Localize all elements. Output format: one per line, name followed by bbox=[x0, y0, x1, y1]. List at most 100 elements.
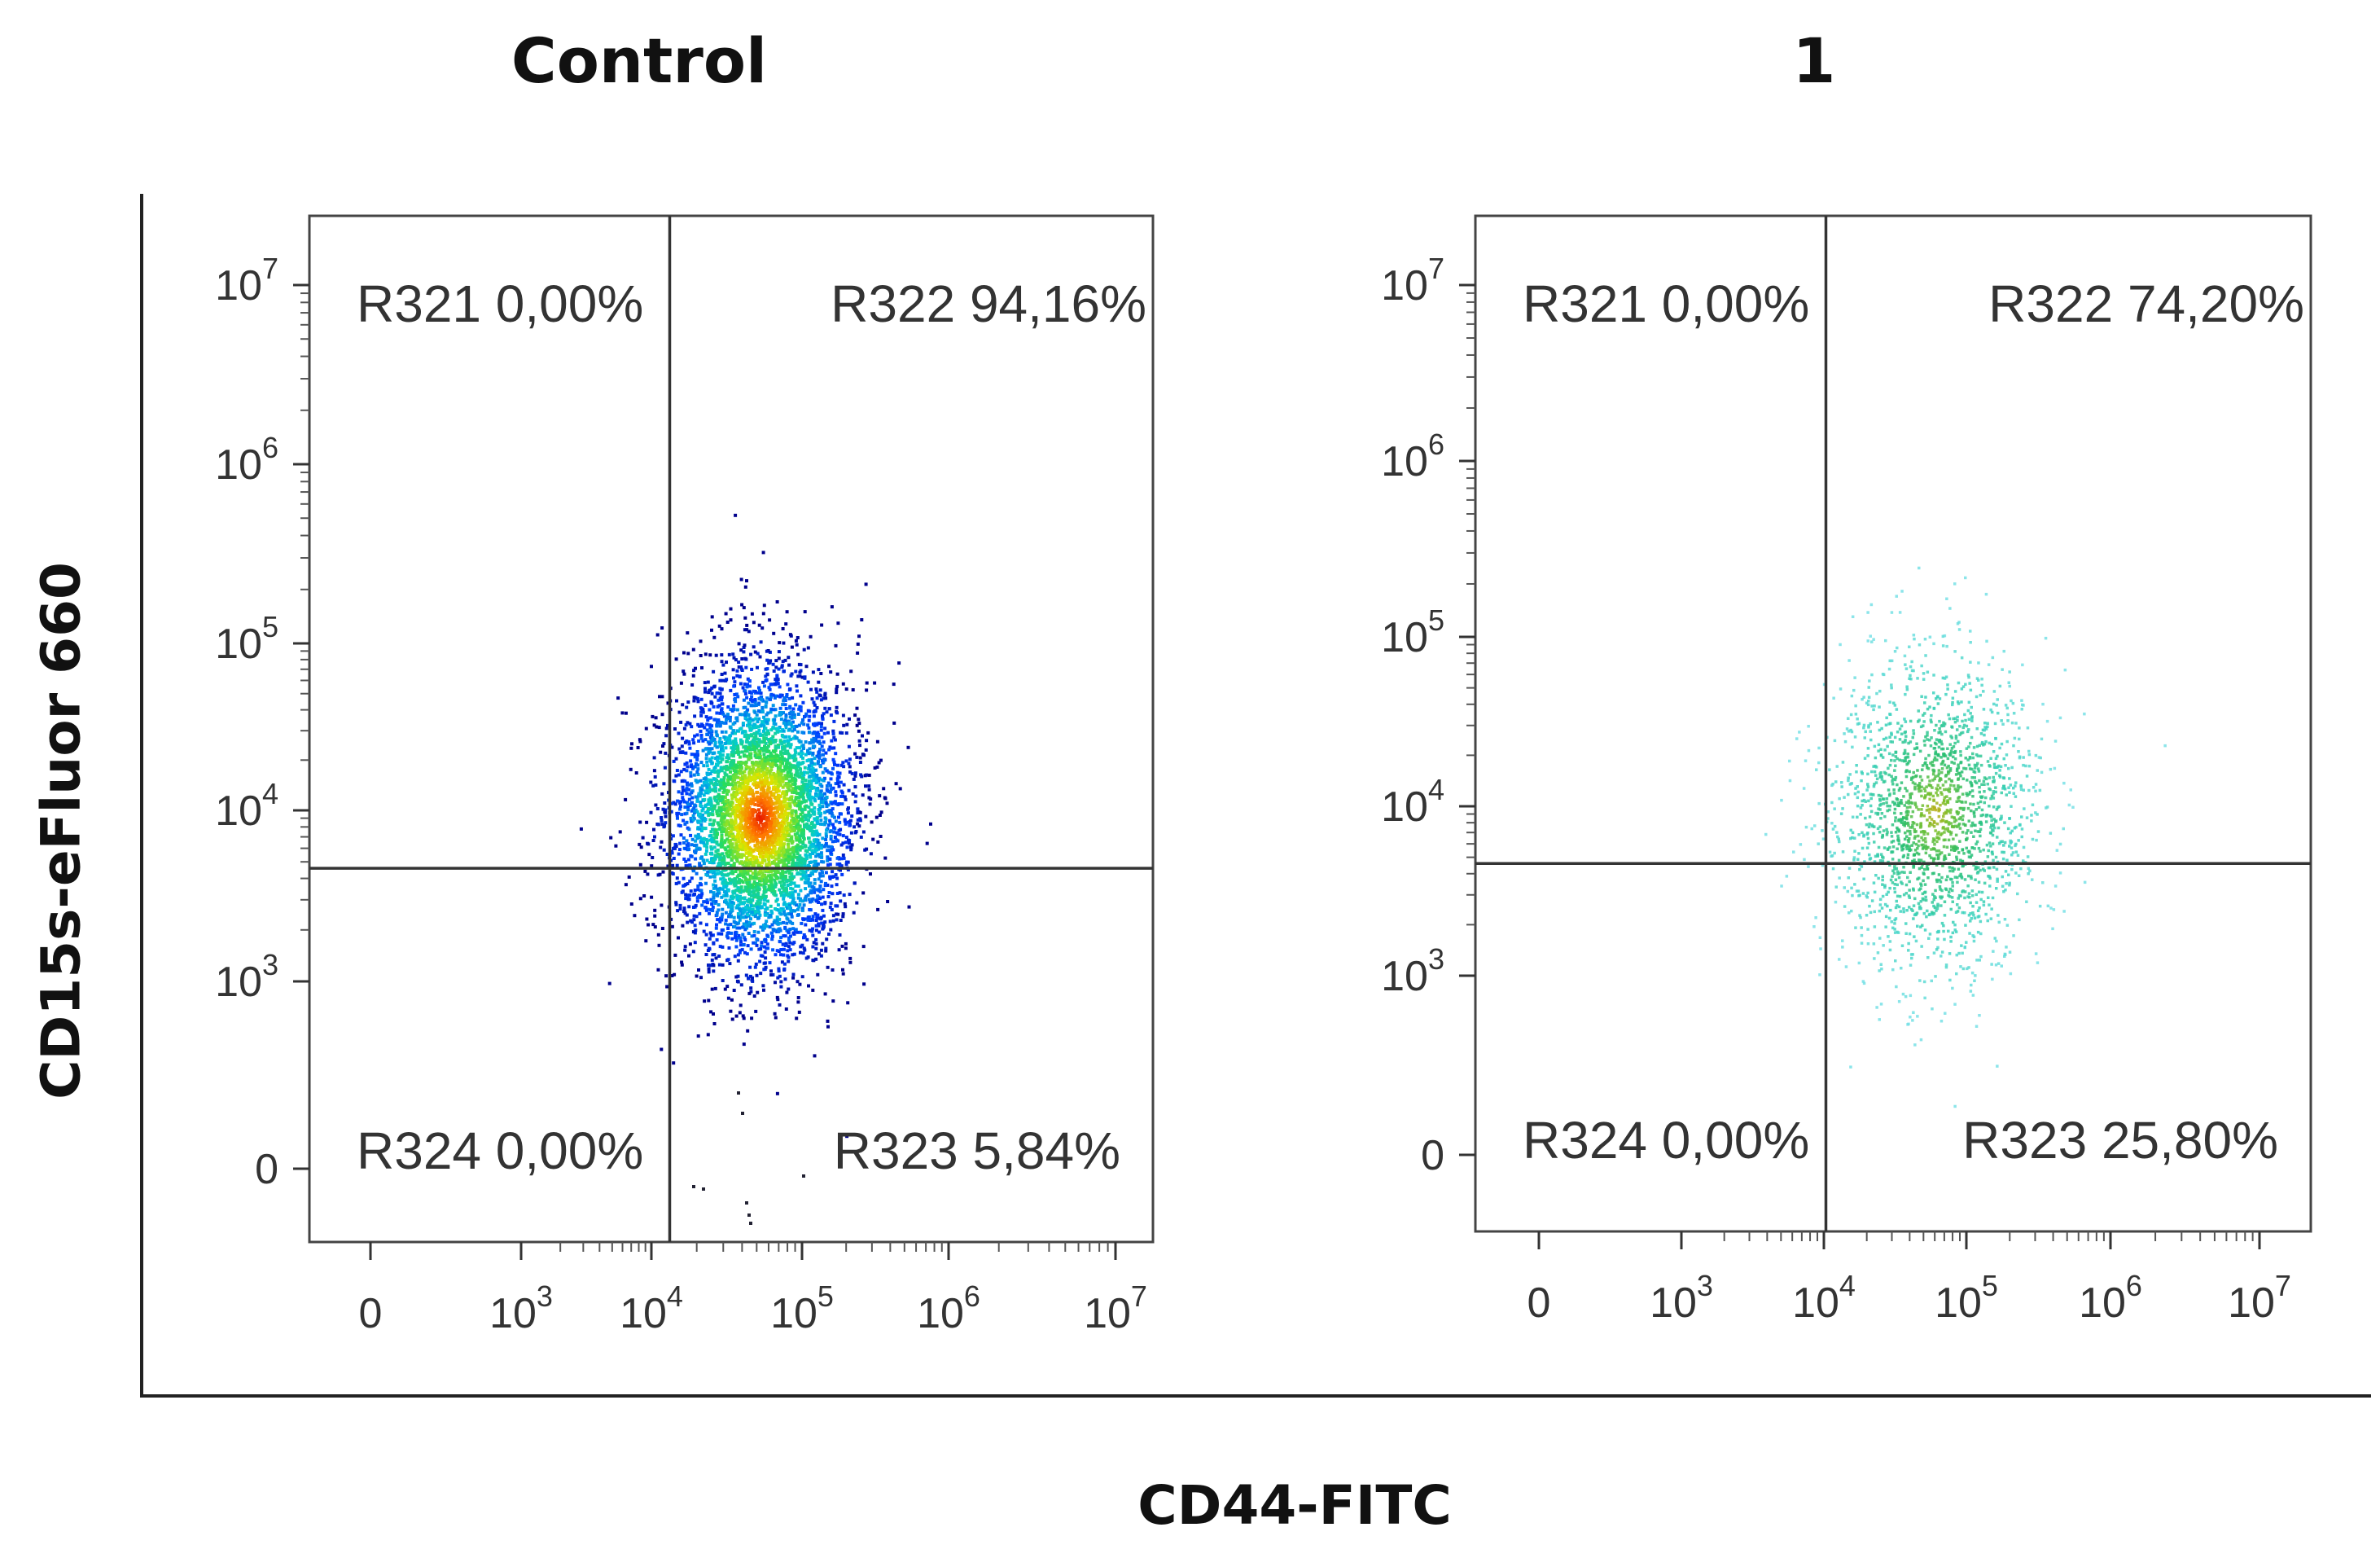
event-dot bbox=[759, 925, 763, 929]
event-dot bbox=[758, 854, 762, 858]
event-dot bbox=[806, 893, 810, 897]
event-dot bbox=[831, 729, 835, 733]
event-dot bbox=[806, 795, 810, 799]
event-dot bbox=[822, 731, 826, 735]
event-dot bbox=[784, 713, 788, 717]
event-dot bbox=[684, 751, 688, 755]
event-dot bbox=[762, 793, 766, 797]
event-dot bbox=[730, 812, 734, 816]
event-dot bbox=[730, 753, 734, 757]
event-dot bbox=[753, 750, 757, 754]
event-dot bbox=[747, 701, 751, 705]
event-dot bbox=[756, 829, 760, 833]
event-dot bbox=[741, 816, 745, 820]
event-dot bbox=[829, 902, 833, 906]
event-dot bbox=[742, 902, 745, 906]
event-dot bbox=[806, 680, 810, 684]
event-dot bbox=[801, 814, 805, 818]
event-dot bbox=[752, 689, 756, 693]
event-dot bbox=[768, 771, 772, 775]
event-dot bbox=[719, 778, 723, 782]
event-dot bbox=[758, 750, 762, 753]
event-dot bbox=[733, 698, 737, 701]
plot-panel-control: R321 0,00% R322 94,16%R324 0,00% R323 5,84… bbox=[215, 214, 1155, 1337]
event-dot bbox=[840, 872, 844, 876]
event-dot bbox=[771, 662, 775, 666]
event-dot bbox=[766, 899, 769, 903]
event-dot bbox=[829, 670, 833, 674]
event-dot bbox=[769, 758, 774, 762]
event-dot bbox=[786, 814, 790, 817]
event-dot bbox=[721, 801, 725, 805]
event-dot bbox=[760, 905, 764, 909]
event-dot bbox=[689, 833, 693, 837]
event-dot bbox=[829, 713, 833, 718]
event-dot bbox=[756, 808, 760, 812]
event-dot bbox=[848, 765, 852, 769]
event-dot bbox=[758, 959, 762, 963]
event-dot bbox=[703, 999, 707, 1003]
event-dot bbox=[813, 703, 817, 707]
event-dot bbox=[781, 745, 784, 749]
event-dot bbox=[844, 840, 848, 845]
event-dot bbox=[721, 945, 725, 949]
event-dot bbox=[787, 696, 791, 700]
panel-title-control: Control bbox=[511, 24, 768, 97]
event-dot bbox=[800, 908, 804, 912]
event-dot bbox=[708, 716, 712, 720]
event-dot bbox=[781, 785, 785, 789]
event-dot bbox=[742, 650, 746, 654]
event-dot bbox=[690, 809, 694, 813]
event-dot bbox=[791, 863, 796, 867]
event-dot bbox=[616, 696, 620, 700]
event-dot bbox=[798, 838, 802, 842]
event-dot bbox=[811, 933, 815, 937]
event-dot bbox=[684, 859, 688, 863]
event-dot bbox=[830, 746, 834, 750]
event-dot bbox=[698, 827, 702, 831]
event-dot bbox=[820, 778, 824, 782]
event-dot bbox=[823, 884, 827, 888]
event-dot bbox=[789, 920, 793, 924]
event-dot bbox=[824, 871, 828, 875]
event-dot bbox=[709, 739, 713, 743]
event-dot bbox=[752, 864, 756, 868]
event-dot bbox=[794, 928, 798, 932]
event-dot bbox=[692, 773, 696, 777]
event-dot bbox=[806, 877, 810, 881]
event-dot bbox=[838, 832, 842, 836]
event-dot bbox=[770, 934, 774, 938]
event-dot bbox=[748, 965, 752, 969]
event-dot bbox=[816, 862, 820, 866]
event-dot bbox=[730, 819, 734, 823]
event-dot bbox=[759, 947, 763, 951]
event-dot bbox=[764, 843, 768, 847]
event-dot bbox=[759, 883, 763, 887]
event-dot bbox=[629, 902, 633, 906]
event-dot bbox=[729, 881, 733, 885]
event-dot bbox=[766, 758, 770, 762]
event-dot bbox=[720, 757, 724, 761]
event-dot bbox=[788, 948, 792, 952]
event-dot bbox=[734, 889, 739, 893]
event-dot bbox=[821, 836, 825, 840]
event-dot bbox=[772, 844, 776, 848]
event-dot bbox=[755, 741, 759, 744]
event-dot bbox=[853, 752, 857, 756]
event-dot bbox=[769, 742, 772, 746]
event-dot bbox=[815, 816, 819, 820]
event-dot bbox=[765, 678, 769, 682]
event-dot bbox=[792, 727, 796, 731]
event-dot bbox=[712, 766, 717, 770]
event-dot bbox=[771, 972, 775, 976]
event-dot bbox=[809, 891, 813, 895]
event-dot bbox=[735, 719, 739, 722]
event-dot bbox=[718, 724, 722, 728]
event-dot bbox=[779, 906, 783, 911]
event-dot bbox=[795, 643, 799, 647]
event-dot bbox=[706, 680, 710, 684]
event-dot bbox=[731, 753, 735, 757]
event-dot bbox=[755, 814, 759, 818]
event-dot bbox=[715, 913, 719, 917]
event-dot bbox=[822, 712, 826, 716]
